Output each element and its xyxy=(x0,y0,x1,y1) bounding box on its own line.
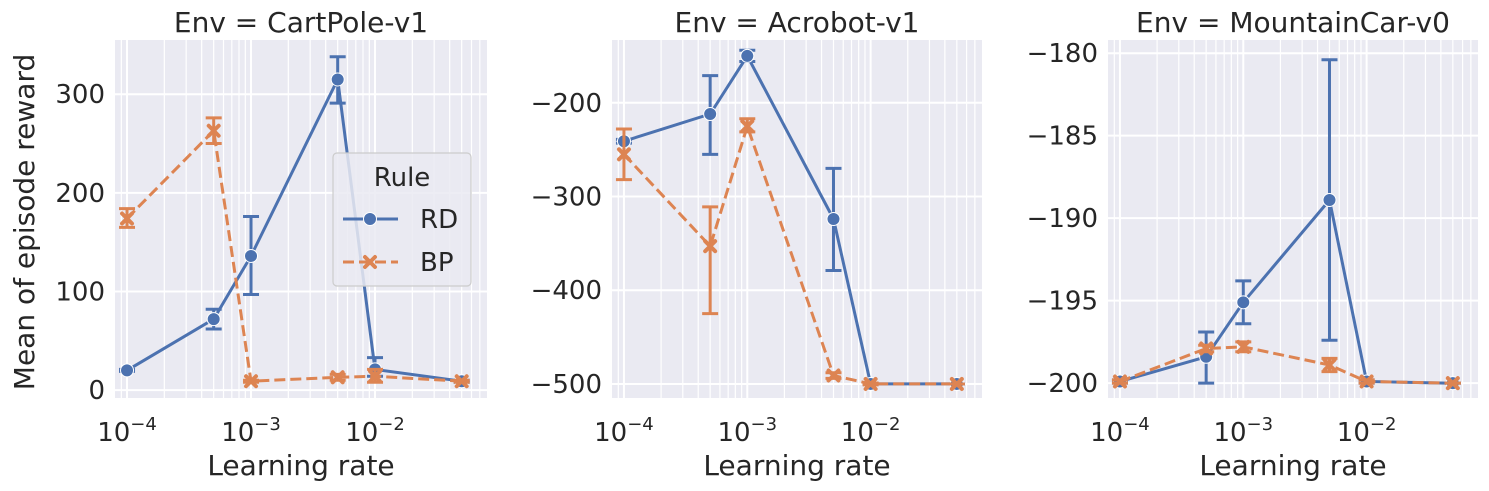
series-rd xyxy=(119,55,470,389)
x-tick-label: 10−2 xyxy=(1337,414,1397,448)
data-point xyxy=(703,239,718,254)
series-line-bp xyxy=(622,124,957,386)
y-tick-label: −200 xyxy=(531,89,602,119)
data-point xyxy=(826,212,841,226)
series-line-bp xyxy=(1119,345,1453,385)
y-tick-label: −300 xyxy=(531,183,602,213)
data-point xyxy=(1236,339,1251,354)
data-point xyxy=(740,119,755,134)
x-tick-label: 10−3 xyxy=(1213,414,1273,448)
data-point xyxy=(1112,374,1127,389)
data-point xyxy=(330,72,345,87)
legend-label-bp: BP xyxy=(420,248,454,278)
x-tick-label: 10−4 xyxy=(97,414,157,448)
x-axis-label: Learning rate xyxy=(1199,449,1386,482)
data-point xyxy=(1199,341,1214,356)
chart-panel-2: 10−4 10−3 10−2 −500 −400 −300 −200 Env = Acrobo… xyxy=(531,6,982,482)
data-point xyxy=(206,312,221,327)
x-tick-label: 10−3 xyxy=(221,414,281,448)
chart-title: Env = Acrobot-v1 xyxy=(675,6,920,39)
y-tick-label: −195 xyxy=(1027,287,1098,317)
data-point xyxy=(330,370,345,385)
data-point xyxy=(740,48,755,63)
y-tick-label: −190 xyxy=(1027,204,1098,234)
plot-area xyxy=(612,40,982,398)
data-point xyxy=(703,107,718,122)
legend-title: Rule xyxy=(374,163,431,193)
legend-label-rd: RD xyxy=(420,205,458,235)
data-point xyxy=(120,211,135,226)
x-axis-label: Learning rate xyxy=(703,449,890,482)
y-tick-label: −200 xyxy=(1027,369,1098,399)
chart-title: Env = CartPole-v1 xyxy=(174,6,428,39)
x-tick-label: 10−4 xyxy=(594,414,654,448)
y-tick-label: 100 xyxy=(55,277,105,307)
y-axis-label: Mean of episode reward xyxy=(8,54,41,390)
x-tick-label: 10−2 xyxy=(841,414,901,448)
data-point xyxy=(206,123,221,138)
series-line-rd xyxy=(126,77,462,383)
legend: Rule RD BP xyxy=(332,152,472,287)
data-point xyxy=(120,363,135,378)
series-bp xyxy=(1111,339,1461,391)
y-tick-label: −500 xyxy=(531,370,602,400)
data-point xyxy=(1236,295,1251,310)
y-tick-label: 0 xyxy=(88,376,105,406)
chart-panel-1: 10−4 10−3 10−2 0 100 200 300 Env = CartPole-v1 L… xyxy=(55,6,487,482)
chart-panel-3: 10−4 10−3 10−2 −200 −195 −190 −185 −180 Env = Mo… xyxy=(1027,6,1478,482)
data-point xyxy=(826,368,841,383)
y-tick-label: −400 xyxy=(531,276,602,306)
data-point xyxy=(244,374,259,389)
y-tick-label: 200 xyxy=(55,179,105,209)
x-tick-label: 10−4 xyxy=(1090,414,1150,448)
chart-title: Env = MountainCar-v0 xyxy=(1136,6,1450,39)
legend-marker xyxy=(363,212,377,226)
x-axis-label: Learning rate xyxy=(207,449,394,482)
data-point xyxy=(1445,376,1460,391)
legend-box xyxy=(332,152,472,287)
series-line-bp xyxy=(125,129,462,383)
data-point xyxy=(863,376,878,391)
y-tick-label: 300 xyxy=(55,80,105,110)
y-tick-label: −180 xyxy=(1027,39,1098,69)
data-point xyxy=(1322,358,1337,373)
series-bp xyxy=(119,116,470,389)
data-point xyxy=(368,369,383,384)
data-point xyxy=(244,248,259,263)
x-tick-label: 10−3 xyxy=(717,414,777,448)
data-point xyxy=(454,374,469,389)
data-point xyxy=(616,147,631,162)
data-point xyxy=(1359,374,1374,389)
data-point xyxy=(1322,193,1337,208)
legend-marker xyxy=(363,255,377,269)
y-tick-label: −185 xyxy=(1027,122,1098,152)
x-tick-label: 10−2 xyxy=(345,414,405,448)
series-bp xyxy=(615,117,965,391)
data-point xyxy=(949,376,964,391)
